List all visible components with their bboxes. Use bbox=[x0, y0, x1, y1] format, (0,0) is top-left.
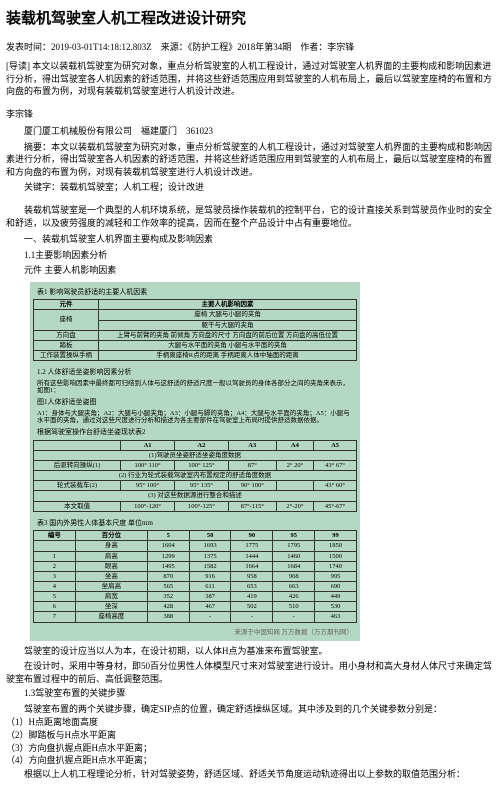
table1-caption: 表1 影响驾驶员舒适的主要人机因素 bbox=[33, 287, 357, 298]
fig1-caption: 图1人体舒适坐姿图 bbox=[33, 397, 357, 408]
embedded-tables-region: 表1 影响驾驶员舒适的主要人机因素 元件主要人机影响因素 座椅座椅 大腿与小腿的… bbox=[30, 282, 360, 642]
keywords-text: 关键字：装载机驾驶室；人机工程；设计改进 bbox=[6, 181, 496, 195]
affiliation: 厦门厦工机械股份有限公司 福建厦门 361023 bbox=[6, 125, 496, 139]
section-1-heading: 一、装载机驾驶室人机界面主要构成及影响因素 bbox=[6, 233, 496, 247]
list-item-2: （2）脚踏板与H点水平距离 bbox=[6, 730, 496, 742]
s1-3-p: 驾驶室布置的两个关键步骤，确定SIP点的位置，确定舒适操纵区域。其中涉及到的几个… bbox=[6, 703, 496, 716]
list-item-4: （4）方向盘扒握点距H点水平距离； bbox=[6, 755, 496, 767]
p-1-2: 所有这些影响因素中最终都可归结到人体与这舒适的舒适尺度一般以驾驶员的身体各部分之… bbox=[37, 380, 353, 396]
table-2: A1 A2 A3 A4 A5 (1)驾驶员坐姿舒适坐姿角度数据 后驱转向操纵(1… bbox=[33, 440, 357, 512]
list-item-3: （3）方向盘扒握点距H点水平距离； bbox=[6, 743, 496, 755]
t1-col1: 元件 bbox=[34, 300, 99, 310]
section-1-2: 1.2 人体舒适坐姿影响因素分析 bbox=[33, 367, 357, 378]
table3-caption: 表3 国内外男性人体基本尺度 单位mm bbox=[33, 518, 357, 529]
abstract-text: 摘要：本文以装载机驾驶室为研究对象，重点分析驾驶室的人机工程设计，通过对驾驶室人… bbox=[6, 141, 496, 179]
author-name: 李宗锋 bbox=[6, 108, 496, 122]
table-3: 编号 百分位 5 50 90 95 99 身高16041693177517951… bbox=[33, 530, 357, 622]
t1-col2: 主要人机影响因素 bbox=[99, 300, 357, 310]
s3-p2: 在设计时，采用中等身材，即50百分位男性人体模型尺寸来对驾驶室进行设计。用小身材… bbox=[6, 660, 496, 685]
paragraph-1: 装载机驾驶室是一个典型的人机环境系统，是驾驶员操作装载机的控制平台，它的设计直接… bbox=[6, 204, 496, 229]
table2-header: 根据驾驶室操作台舒适坐姿现状表2 bbox=[33, 427, 357, 438]
section-1-3-heading: 1.3驾驶室布置的关键步骤 bbox=[6, 687, 496, 701]
table-source: 来源于中国知网 万方数据（万方期刊网） bbox=[37, 629, 353, 637]
section-1-1-sub: 元件 主要人机影响因素 bbox=[6, 264, 496, 278]
s1-3-p2: 根据以上人机工程理论分析，针对驾驶姿势，舒适区域、舒适关节角度运动轨迹得出以上参… bbox=[6, 768, 496, 781]
table-1: 元件主要人机影响因素 座椅座椅 大腿与小腿的夹角 躯干与大腿的夹角 方向盘上臂与… bbox=[33, 299, 357, 361]
intro-text: [导读] 本文以装载机驾驶室为研究对象，重点分析驾驶室的人机工程设计，通过对驾驶… bbox=[6, 60, 496, 98]
table2-note: A1：身体与大腿夹角；A2：大腿与小腿夹角；A3：小腿与脚的夹角；A4：大腿与水… bbox=[37, 410, 353, 426]
article-title: 装载机驾驶室人机工程改进设计研究 bbox=[6, 8, 496, 31]
section-1-1-heading: 1.1主要影响因素分析 bbox=[6, 249, 496, 263]
list-item-1: （1）H点距离地面高度 bbox=[6, 717, 496, 729]
article-meta: 发表时间：2019-03-01T14:18:12.803Z 来源：《防护工程》2… bbox=[6, 41, 496, 55]
s3-p1: 驾驶室的设计应当以人为本，在设计初期，以人体H点为基准来布置驾驶室。 bbox=[6, 645, 496, 658]
